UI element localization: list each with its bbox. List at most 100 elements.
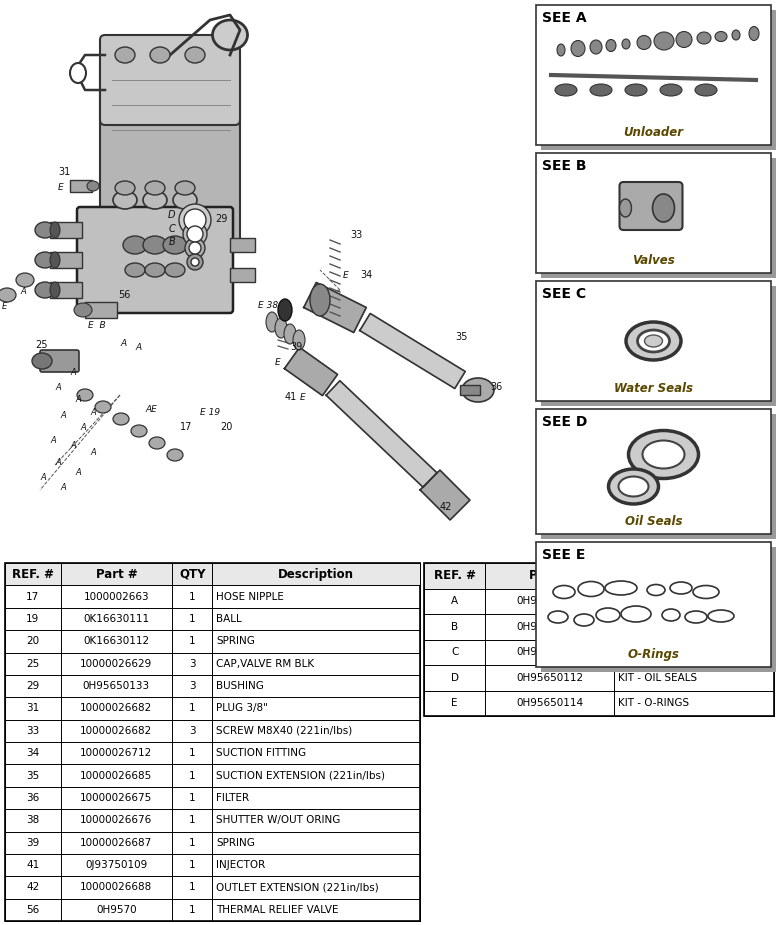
Text: 20: 20 — [26, 636, 40, 647]
Text: B: B — [451, 622, 458, 632]
Text: 1: 1 — [189, 636, 196, 647]
Ellipse shape — [175, 181, 195, 195]
Text: 56: 56 — [26, 905, 40, 915]
Text: A: A — [75, 395, 81, 404]
Text: SEE D: SEE D — [542, 415, 587, 429]
Text: FILTER: FILTER — [217, 793, 249, 803]
Text: SEE A: SEE A — [542, 11, 587, 25]
Text: SEE E: SEE E — [542, 548, 585, 562]
Text: 31: 31 — [58, 167, 70, 177]
Ellipse shape — [606, 40, 616, 52]
Polygon shape — [304, 282, 366, 332]
Text: 0H95650116: 0H95650116 — [516, 597, 583, 606]
Bar — [85, 302, 117, 318]
Bar — [50, 282, 82, 298]
Text: 29: 29 — [26, 681, 40, 691]
Ellipse shape — [115, 181, 135, 195]
Text: A: A — [90, 448, 96, 457]
Ellipse shape — [113, 191, 137, 209]
Ellipse shape — [74, 303, 92, 317]
Ellipse shape — [189, 242, 201, 254]
Text: A: A — [60, 483, 65, 492]
Ellipse shape — [622, 39, 630, 49]
Text: 29: 29 — [215, 214, 227, 224]
Text: 1: 1 — [189, 860, 196, 870]
Text: A: A — [70, 441, 76, 450]
Ellipse shape — [590, 84, 612, 96]
Bar — [50, 252, 82, 268]
Text: SEE C: SEE C — [542, 287, 586, 301]
Text: SUCTION FITTING: SUCTION FITTING — [217, 748, 307, 758]
Text: 34: 34 — [360, 270, 372, 280]
Text: 1: 1 — [189, 771, 196, 781]
Text: A: A — [50, 436, 56, 445]
Text: C: C — [451, 648, 458, 658]
Text: 35: 35 — [455, 332, 467, 342]
Text: 39: 39 — [26, 838, 40, 847]
Ellipse shape — [131, 425, 147, 437]
Text: E 38: E 38 — [258, 301, 278, 310]
Text: 33: 33 — [350, 230, 362, 240]
Text: 10000026712: 10000026712 — [80, 748, 153, 758]
Text: A: A — [80, 423, 86, 432]
Ellipse shape — [266, 312, 278, 332]
Text: 1: 1 — [189, 793, 196, 803]
Text: E: E — [300, 393, 305, 402]
Text: 10000026629: 10000026629 — [80, 659, 153, 669]
Text: A: A — [60, 411, 65, 420]
Text: Part #: Part # — [96, 568, 137, 581]
Text: KIT - UNLOADER: KIT - UNLOADER — [619, 597, 702, 606]
Text: 31: 31 — [26, 703, 40, 713]
Text: E: E — [452, 698, 458, 709]
Ellipse shape — [571, 41, 585, 56]
Text: 10000026688: 10000026688 — [80, 882, 153, 893]
Text: AE: AE — [145, 405, 157, 414]
Ellipse shape — [676, 31, 692, 47]
Polygon shape — [360, 314, 465, 388]
Text: 0H95650114: 0H95650114 — [516, 698, 583, 709]
Bar — [536, 5, 771, 145]
FancyBboxPatch shape — [100, 35, 240, 125]
Ellipse shape — [183, 222, 207, 246]
Ellipse shape — [35, 252, 55, 268]
Text: BUSHING: BUSHING — [217, 681, 264, 691]
Text: E  B: E B — [88, 321, 106, 330]
Bar — [5, 563, 420, 586]
Text: 56: 56 — [118, 290, 130, 300]
FancyBboxPatch shape — [77, 207, 233, 313]
Ellipse shape — [637, 35, 651, 50]
Text: SPRING: SPRING — [217, 838, 256, 847]
Ellipse shape — [284, 324, 296, 344]
Text: B: B — [168, 237, 175, 247]
Text: KIT - VALVES: KIT - VALVES — [619, 622, 683, 632]
Text: 1: 1 — [189, 614, 196, 624]
Ellipse shape — [184, 209, 206, 231]
Ellipse shape — [145, 181, 165, 195]
Text: 1: 1 — [189, 592, 196, 601]
Text: 17: 17 — [26, 592, 40, 601]
Text: 39: 39 — [290, 342, 302, 352]
Polygon shape — [284, 348, 337, 396]
Ellipse shape — [462, 378, 494, 402]
Ellipse shape — [143, 236, 167, 254]
Bar — [541, 547, 776, 672]
Text: 36: 36 — [26, 793, 40, 803]
Ellipse shape — [293, 330, 305, 350]
Text: E: E — [343, 271, 349, 280]
Bar — [541, 286, 776, 406]
Text: PLUG 3/8": PLUG 3/8" — [217, 703, 269, 713]
Text: QTY: QTY — [179, 568, 206, 581]
Text: 3: 3 — [189, 726, 196, 735]
Ellipse shape — [125, 263, 145, 277]
Text: 25: 25 — [26, 659, 40, 669]
Text: Description: Description — [278, 568, 354, 581]
Ellipse shape — [637, 330, 669, 352]
Text: 17: 17 — [180, 422, 192, 432]
Text: REF. #: REF. # — [434, 569, 476, 582]
Text: A: A — [70, 368, 76, 377]
Ellipse shape — [557, 44, 565, 56]
Ellipse shape — [695, 84, 717, 96]
Text: 10000026682: 10000026682 — [80, 726, 153, 735]
Text: 10000026675: 10000026675 — [80, 793, 153, 803]
Text: 0H95650110: 0H95650110 — [516, 622, 583, 632]
